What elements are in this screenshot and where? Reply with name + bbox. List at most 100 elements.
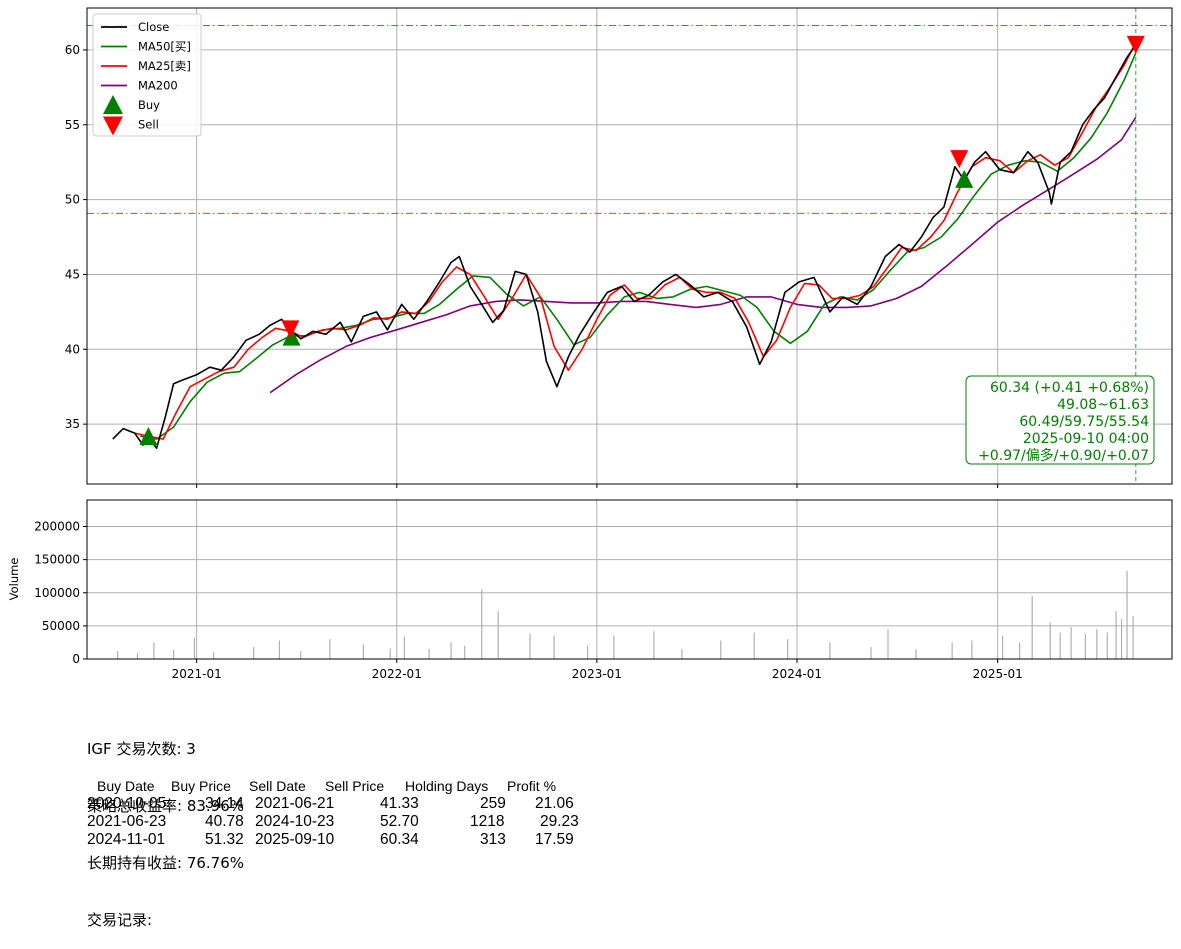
trade-1-sell-date: 2021-06-21 [255, 795, 335, 812]
volume-bar [117, 651, 119, 659]
volume-bar [1059, 632, 1061, 659]
volume-bar [870, 647, 872, 659]
volume-y-tick-label: 150000 [34, 553, 80, 567]
volume-bar [915, 649, 917, 659]
volume-bar [362, 644, 364, 659]
trade-2-profit: 29.23 [540, 813, 579, 830]
info-box: 60.34 (+0.41 +0.68%) 49.08~61.63 60.49/5… [965, 375, 1155, 465]
trade-3-holding-days: 313 [480, 831, 506, 848]
price-frame [86, 7, 1173, 485]
volume-bar [1106, 632, 1108, 659]
volume-bar [428, 649, 430, 659]
volume-axis-label: Volume [7, 558, 21, 601]
header-buy-date: Buy Date [97, 778, 155, 794]
info-ma-values: 60.49/59.75/55.54 [1019, 414, 1149, 430]
volume-bar [613, 635, 615, 659]
legend-items: Close MA50[买] MA25[卖] MA200 Buy Sell [101, 20, 191, 136]
header-sell-date: Sell Date [249, 778, 306, 794]
info-last-price: 60.34 (+0.41 +0.68%) [990, 380, 1149, 396]
volume-bar [403, 636, 406, 659]
buy-marker [139, 426, 158, 445]
trade-1-holding-days: 259 [480, 795, 506, 812]
trade-2-sell-price: 52.70 [380, 813, 419, 830]
legend-label: MA200 [138, 79, 178, 93]
price-series [112, 42, 1137, 449]
header-sell-price: Sell Price [325, 778, 385, 794]
volume-bar [1115, 611, 1117, 659]
volume-bar [329, 639, 331, 659]
volume-bar [1084, 633, 1086, 659]
info-signal: +0.97/偏多/+0.90/+0.07 [978, 447, 1149, 464]
legend-label: Sell [138, 118, 159, 132]
volume-y-tick-label: 100000 [34, 586, 80, 600]
header-holding-days: Holding Days [405, 778, 489, 794]
volume-y-ticks: 0 50000 100000 150000 200000 [34, 520, 87, 666]
volume-bar [1096, 629, 1098, 659]
legend-sell-swatch [103, 116, 123, 136]
sell-marker [1126, 35, 1145, 54]
volume-bar [389, 648, 391, 659]
volume-x-tick-label: 2025-01 [973, 667, 1023, 681]
volume-bar [136, 653, 139, 659]
volume-bar [497, 611, 499, 659]
volume-bar [173, 649, 175, 659]
volume-bar [1120, 619, 1123, 659]
volume-bar [787, 639, 789, 659]
volume-bar [253, 647, 255, 659]
price-x-ticks [196, 484, 999, 488]
volume-x-tick-label: 2021-01 [172, 667, 222, 681]
legend-label: MA50[买] [138, 40, 191, 54]
price-y-tick-label: 55 [65, 118, 80, 132]
legend-label: Close [138, 20, 169, 34]
sell-marker [950, 150, 969, 169]
trade-2-sell-date: 2024-10-23 [255, 813, 335, 830]
volume-bar [213, 652, 215, 659]
buy-marker [955, 169, 974, 188]
volume-bars [117, 570, 1134, 659]
volume-bar [951, 642, 953, 659]
volume-bar [681, 649, 683, 659]
volume-bar [971, 640, 973, 659]
trade-2-holding-days: 1218 [470, 813, 505, 830]
volume-bar [1049, 622, 1051, 659]
volume-frame [86, 499, 1173, 660]
volume-y-tick-label: 0 [72, 652, 80, 666]
volume-y-tick-label: 200000 [34, 520, 80, 534]
header-profit: Profit % [507, 778, 557, 794]
info-box-frame [965, 375, 1155, 465]
volume-bar [1018, 642, 1021, 659]
volume-bar [278, 640, 281, 659]
info-range: 49.08~61.63 [1057, 397, 1149, 413]
info-timestamp: 2025-09-10 04:00 [1023, 431, 1149, 447]
volume-plot-area [87, 500, 1172, 659]
price-reference-lines [87, 8, 1172, 484]
price-y-tick-label: 60 [65, 43, 80, 57]
series-close-line [112, 44, 1137, 449]
trade-2-buy-date: 2021-06-23 [87, 813, 167, 830]
volume-bar [1001, 635, 1004, 659]
price-y-tick-label: 35 [65, 417, 80, 431]
chart: 35 40 45 50 55 60 Close MA50[买] MA25[卖] MA200 Buy… [7, 7, 1173, 681]
legend-label: Buy [138, 98, 160, 112]
volume-bar [1070, 627, 1072, 659]
trade-3-sell-price: 60.34 [380, 831, 419, 848]
volume-bar [464, 645, 466, 659]
volume-bar [529, 633, 531, 659]
volume-bar [653, 631, 655, 659]
trade-3-buy-date: 2024-11-01 [87, 831, 166, 848]
trade-3-sell-date: 2025-09-10 [255, 831, 335, 848]
volume-bar [300, 651, 302, 659]
trade-markers [139, 35, 1145, 445]
sell-marker [281, 320, 300, 339]
trade-3-buy-price: 51.32 [205, 831, 244, 848]
legend-label: MA25[卖] [138, 59, 191, 73]
trade-1-buy-price: 34.14 [205, 795, 244, 812]
header-buy-price: Buy Price [171, 778, 231, 794]
trade-1-buy-date: 2020-10-05 [87, 795, 167, 812]
volume-bar [586, 645, 589, 659]
volume-bar [887, 629, 889, 659]
trade-1-profit: 21.06 [535, 795, 574, 812]
volume-bar [1126, 570, 1128, 659]
trade-3-profit: 17.59 [535, 831, 574, 848]
trade-2-buy-price: 40.78 [205, 813, 244, 830]
